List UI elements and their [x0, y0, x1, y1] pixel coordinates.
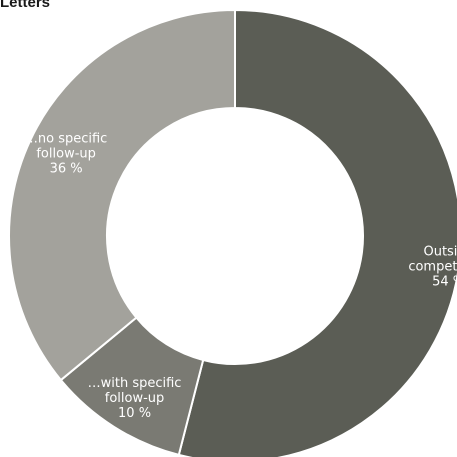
slice-category-label: …no specific — [25, 131, 107, 146]
slice-label-2: …with specific follow-up 10 % — [88, 376, 182, 421]
donut-slice-3 — [8, 8, 236, 382]
donut-slice-1 — [177, 8, 457, 457]
donut-labels: Outsidecompetence54 %…with specificfollo… — [25, 131, 457, 421]
slice-label-3: …no specific follow-up 36 % — [25, 131, 107, 176]
slice-label-1: Outsidecompetence54 % — [408, 245, 457, 290]
slice-value-label: 10 % — [118, 406, 151, 421]
chart-title: Letters — [0, 0, 51, 11]
slice-category-label: …with specific — [88, 376, 182, 391]
slice-category-label: competence — [408, 260, 457, 275]
slice-category-label: follow-up — [36, 146, 96, 161]
slice-category-label: Outside — [423, 245, 457, 260]
slice-value-label: 36 % — [50, 161, 83, 176]
slice-category-label: follow-up — [105, 391, 165, 406]
donut-slices — [8, 8, 457, 457]
slice-value-label: 54 % — [432, 275, 457, 290]
